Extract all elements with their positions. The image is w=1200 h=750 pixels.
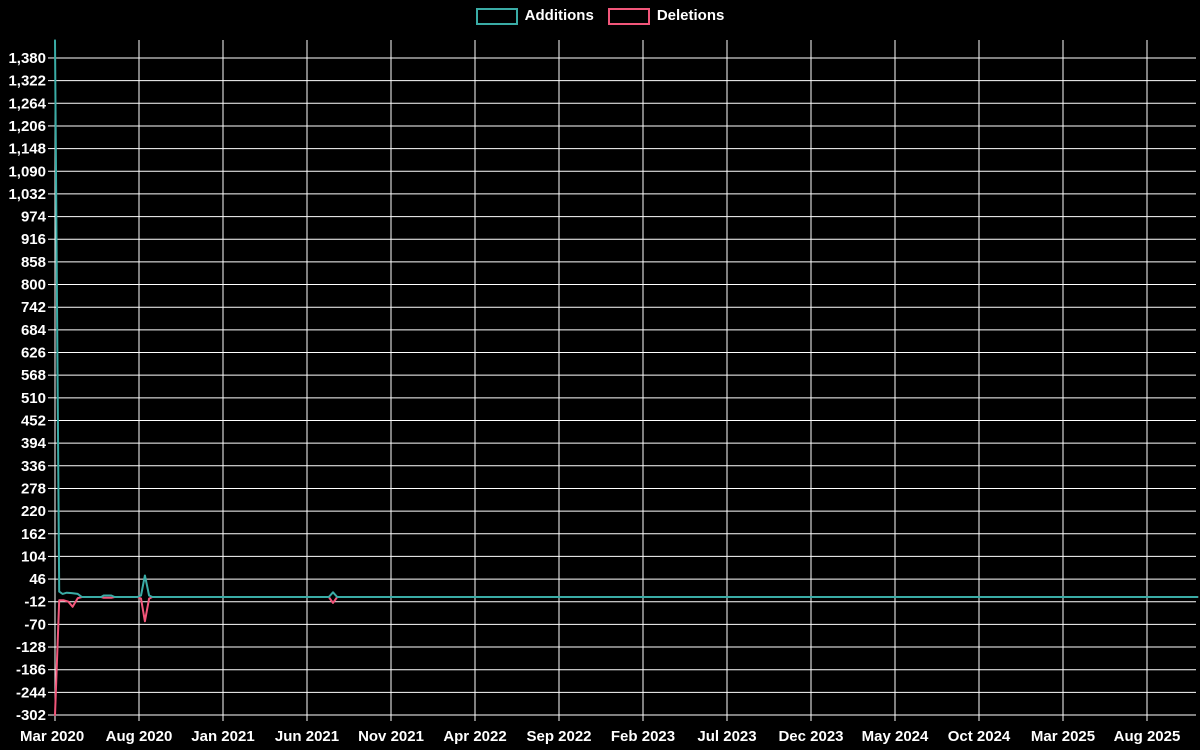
y-tick-label: 1,032 xyxy=(8,186,46,203)
x-tick-label: Jul 2023 xyxy=(697,728,756,745)
y-tick-label: 1,148 xyxy=(8,141,46,158)
y-tick-label: 1,090 xyxy=(8,163,46,180)
y-tick-label: -70 xyxy=(24,616,46,633)
legend-item-additions[interactable]: Additions xyxy=(475,6,594,26)
x-tick-label: Mar 2020 xyxy=(20,728,84,745)
y-tick-label: 1,206 xyxy=(8,118,46,135)
y-tick-label: 684 xyxy=(21,322,47,339)
y-tick-label: 336 xyxy=(21,458,46,475)
additions-line xyxy=(54,39,1199,598)
additions-legend-swatch-icon xyxy=(475,7,518,25)
y-tick-label: 452 xyxy=(21,412,46,429)
y-tick-label: 974 xyxy=(21,209,47,226)
y-tick-label: 1,264 xyxy=(8,95,46,112)
x-tick-label: Jan 2021 xyxy=(191,728,254,745)
y-tick-label: 1,380 xyxy=(8,50,46,67)
x-tick-label: Jun 2021 xyxy=(275,728,339,745)
y-tick-label: 278 xyxy=(21,480,46,497)
y-tick-label: 858 xyxy=(21,254,46,271)
deletions-line xyxy=(54,596,1199,716)
y-tick-label: -186 xyxy=(16,662,46,679)
y-tick-label: 742 xyxy=(21,299,46,316)
y-tick-label: 104 xyxy=(21,548,47,565)
y-tick-label: -12 xyxy=(24,594,46,611)
y-tick-label: -302 xyxy=(16,707,46,724)
deletions-legend-label: Deletions xyxy=(656,7,725,24)
x-tick-label: Aug 2020 xyxy=(106,728,173,745)
legend-item-deletions[interactable]: Deletions xyxy=(607,6,725,26)
y-tick-label: 800 xyxy=(21,277,46,294)
y-tick-label: 162 xyxy=(21,526,46,543)
x-tick-label: Aug 2025 xyxy=(1114,728,1181,745)
y-tick-label: -244 xyxy=(16,684,47,701)
y-tick-label: 46 xyxy=(29,571,46,588)
y-tick-label: 626 xyxy=(21,345,46,362)
y-tick-label: 916 xyxy=(21,231,46,248)
y-tick-label: 1,322 xyxy=(8,73,46,90)
y-tick-label: -128 xyxy=(16,639,46,656)
x-tick-label: Oct 2024 xyxy=(948,728,1011,745)
y-tick-label: 510 xyxy=(21,390,46,407)
y-tick-label: 568 xyxy=(21,367,46,384)
x-tick-label: Feb 2023 xyxy=(611,728,675,745)
x-tick-label: Dec 2023 xyxy=(778,728,843,745)
x-tick-label: Sep 2022 xyxy=(526,728,591,745)
y-tick-label: 394 xyxy=(21,435,47,452)
x-tick-label: May 2024 xyxy=(862,728,929,745)
x-tick-label: Mar 2025 xyxy=(1031,728,1095,745)
additions-legend-label: Additions xyxy=(524,7,594,24)
x-tick-label: Nov 2021 xyxy=(358,728,424,745)
deletions-legend-swatch-icon xyxy=(607,7,650,25)
chart-legend: Additions Deletions xyxy=(0,6,1200,26)
x-tick-label: Apr 2022 xyxy=(443,728,506,745)
y-tick-label: 220 xyxy=(21,503,46,520)
